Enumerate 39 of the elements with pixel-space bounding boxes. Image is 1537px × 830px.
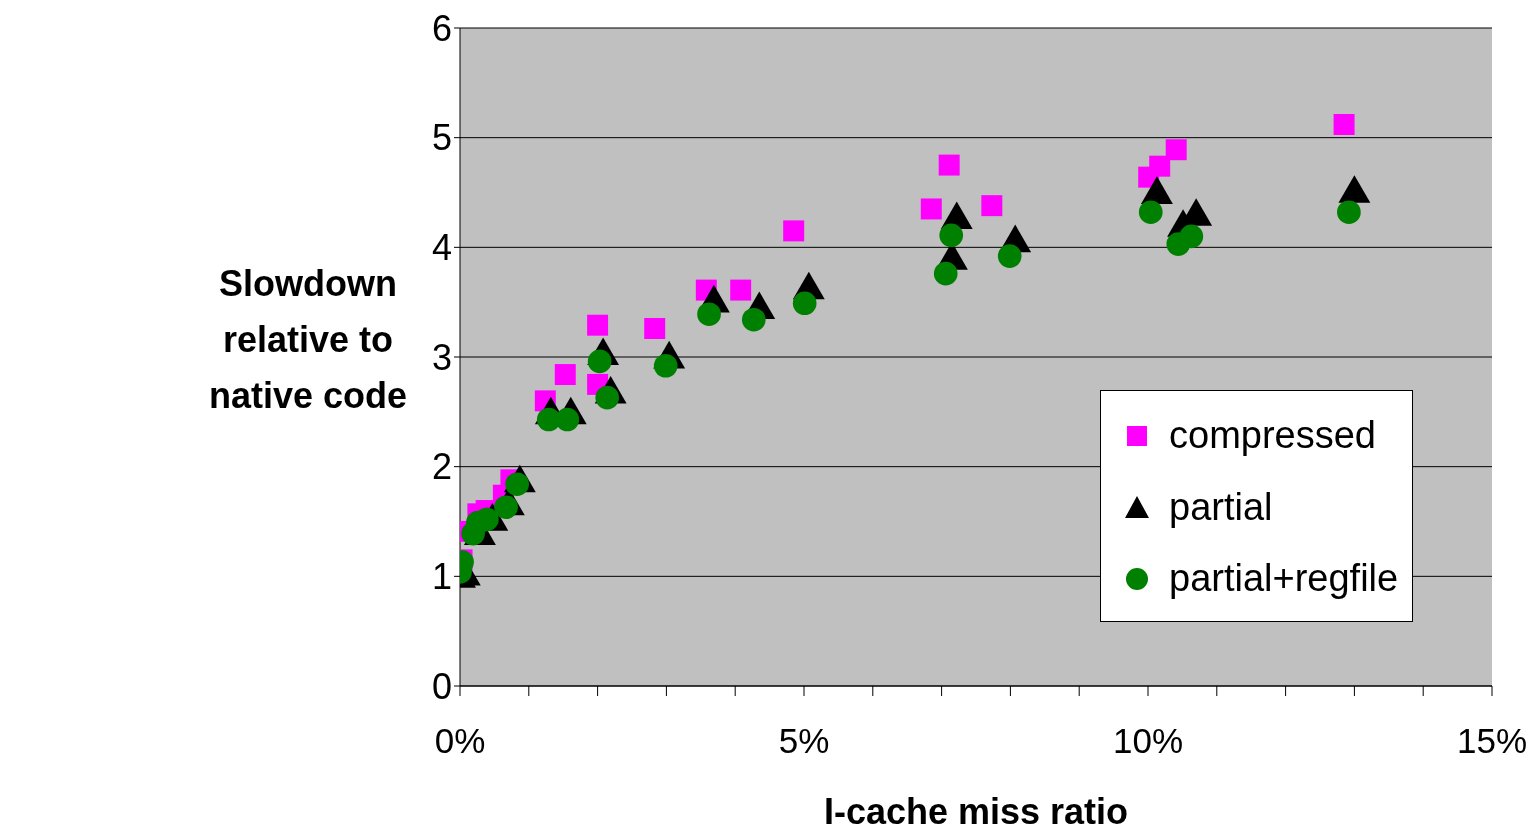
point [997, 244, 1022, 268]
point [1149, 155, 1171, 177]
y-tick-label: 5 [431, 117, 452, 159]
x-tick-label: 15% [1456, 720, 1528, 760]
point [697, 302, 721, 327]
point [1165, 139, 1187, 161]
legend-label: partial [1169, 485, 1273, 528]
point [933, 261, 958, 286]
point [938, 154, 960, 176]
y-tick-label: 4 [431, 227, 452, 269]
point [475, 507, 499, 532]
point [554, 364, 576, 386]
point [494, 495, 518, 520]
x-tick-label: 10% [1112, 720, 1184, 760]
x-axis-title: I-cache miss ratio [823, 791, 1129, 830]
legend-label: partial+regfile [1169, 557, 1399, 600]
point [730, 279, 752, 301]
point [981, 195, 1003, 217]
y-axis-title: Slowdown relative to native code [208, 262, 408, 416]
point [1138, 200, 1163, 225]
y-tick-label: 6 [431, 7, 452, 49]
point [783, 220, 805, 242]
point [1179, 224, 1204, 249]
point [587, 314, 609, 336]
point [792, 291, 817, 316]
y-tick-label: 2 [431, 446, 452, 488]
point [939, 223, 964, 248]
y-tick-label: 1 [431, 556, 452, 598]
x-tick-label: 0% [434, 720, 486, 760]
point [920, 198, 942, 220]
y-tick-label: 0 [431, 665, 452, 707]
point [741, 307, 766, 332]
point [644, 318, 666, 339]
x-tick-label: 5% [778, 720, 830, 760]
point [555, 407, 580, 432]
point [1333, 114, 1355, 135]
point [1337, 200, 1361, 225]
legend-label: compressed [1169, 414, 1376, 457]
y-tick-label: 3 [431, 336, 452, 378]
